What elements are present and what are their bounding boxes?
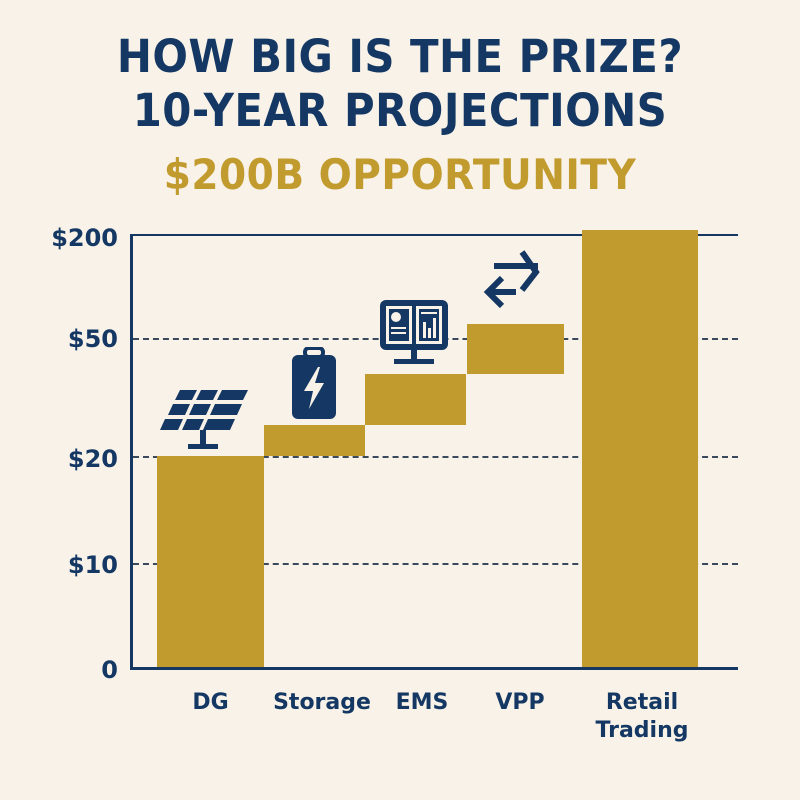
y-tick-200: $200 <box>51 224 118 252</box>
x-label-vpp: VPP <box>495 690 545 715</box>
x-label-retail-trading: Retail Trading <box>582 689 702 745</box>
x-axis <box>130 667 738 670</box>
y-tick-0: 0 <box>101 656 118 684</box>
x-label-retail-line1: Retail <box>605 690 679 715</box>
bar-storage <box>264 425 365 456</box>
bar-ems <box>365 374 466 425</box>
plot-top-border <box>130 234 738 236</box>
chart-title-line1: HOW BIG IS THE PRIZE? <box>116 30 684 83</box>
bar-vpp <box>467 324 564 374</box>
x-label-dg: DG <box>192 690 229 715</box>
exchange-arrows-icon <box>483 250 540 308</box>
solar-panel-icon <box>160 390 248 449</box>
x-label-storage: Storage <box>273 690 371 715</box>
chart-subtitle: $200B OPPORTUNITY <box>163 150 637 199</box>
monitor-dashboard-icon <box>380 300 448 364</box>
y-axis <box>130 234 133 670</box>
y-tick-10: $10 <box>67 551 118 579</box>
battery-bolt-icon <box>292 347 336 419</box>
gridline-10 <box>133 563 738 565</box>
bar-retail-trading <box>582 230 698 668</box>
gridline-20 <box>133 456 738 458</box>
x-label-ems: EMS <box>395 690 449 715</box>
bar-dg <box>157 456 264 668</box>
chart-title-line2: 10-YEAR PROJECTIONS <box>132 84 668 137</box>
y-tick-20: $20 <box>67 445 118 473</box>
x-label-retail-line2: Trading <box>595 718 689 743</box>
y-tick-50: $50 <box>67 325 118 353</box>
